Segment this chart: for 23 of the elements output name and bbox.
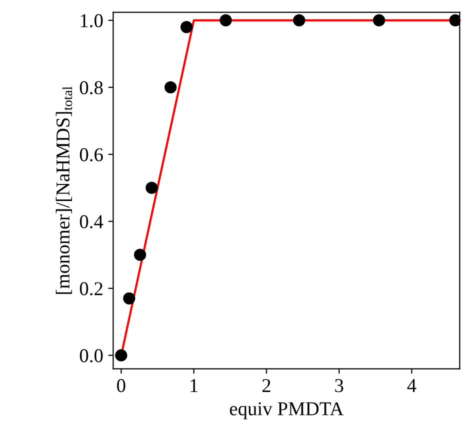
x-tick-label: 2 — [262, 379, 270, 392]
point — [449, 14, 460, 26]
point — [180, 20, 193, 34]
point — [220, 14, 232, 26]
point — [372, 14, 386, 26]
point — [293, 14, 306, 26]
x-axis-title: equiv PMDTA — [230, 402, 344, 420]
x-tick-label: 3 — [335, 379, 344, 392]
y-tick-label: 0.6 — [80, 148, 103, 162]
y-tick-label: 0.0 — [80, 349, 103, 362]
y-axis-title: [monomer]/[NaHMDS]$_{total}$ — [56, 86, 72, 294]
x-tick-label: 1 — [190, 379, 198, 392]
y-tick-label: 0.8 — [80, 81, 103, 94]
point — [115, 349, 128, 362]
x-tick-label: 4 — [407, 379, 416, 392]
point — [164, 81, 177, 94]
point — [134, 248, 146, 261]
point — [146, 182, 158, 194]
y-tick-label: 0.4 — [80, 215, 104, 228]
y-tick-label: 1.0 — [80, 14, 103, 28]
x-tick-label: 0 — [117, 379, 126, 392]
y-tick-label: 0.2 — [80, 282, 102, 296]
point — [123, 292, 136, 304]
